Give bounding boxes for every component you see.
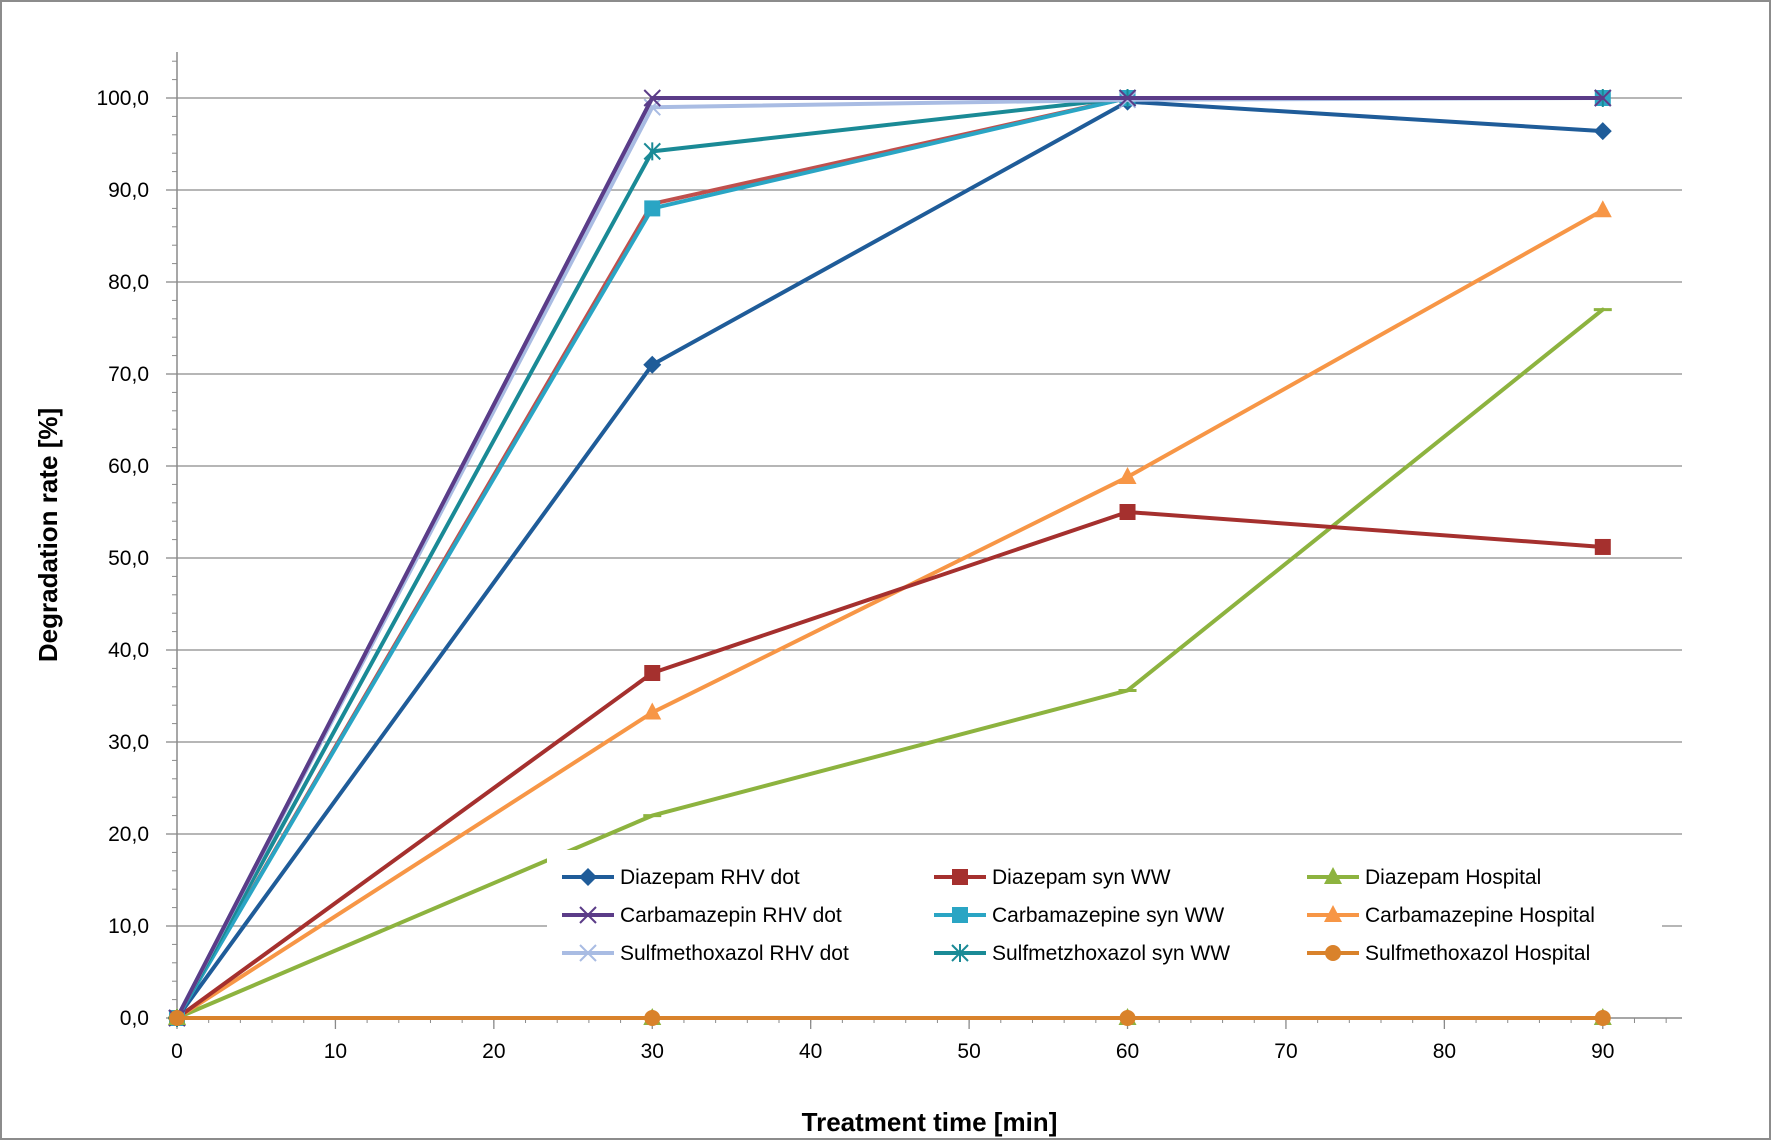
marker-stroke: [643, 89, 661, 107]
legend-label: Carbamazepin RHV dot: [620, 904, 842, 927]
x-tick-label: 30: [641, 1040, 664, 1063]
gridlines: [177, 97, 1682, 927]
data-point: [169, 1010, 185, 1026]
legend-marker: [1324, 905, 1342, 922]
series-line: [175, 96, 1605, 1020]
y-tick-label: 40,0: [108, 639, 149, 662]
legend-marker: [951, 944, 969, 962]
data-point: [643, 142, 661, 161]
legend-label: Sulfmetzhoxazol syn WW: [992, 942, 1230, 965]
x-axis-title: Treatment time [min]: [802, 1107, 1058, 1137]
legend-item: Diazepam RHV dot: [562, 866, 800, 889]
y-tick-label: 80,0: [108, 271, 149, 294]
x-tick-label: 90: [1591, 1040, 1614, 1063]
x-tick-label: 70: [1274, 1040, 1297, 1063]
legend-background: [547, 850, 1662, 982]
legend-item: Carbamazepin RHV dot: [562, 904, 842, 927]
x-tick-label: 40: [799, 1040, 822, 1063]
legend-item: Sulfmethoxazol Hospital: [1307, 942, 1590, 965]
marker-stroke: [1118, 89, 1137, 107]
y-tick-label: 90,0: [108, 179, 149, 202]
data-point: [1594, 1010, 1611, 1026]
legend-label: Diazepam syn WW: [992, 866, 1171, 889]
legend-item: Carbamazepine Hospital: [1307, 904, 1595, 927]
legend-label: Sulfmethoxazol RHV dot: [620, 942, 849, 965]
legend-marker: [1324, 867, 1342, 884]
data-point: [1593, 122, 1612, 141]
legend-marker: [1325, 945, 1341, 961]
legend-label: Carbamazepine Hospital: [1365, 904, 1595, 927]
legend-marker: [579, 868, 597, 886]
legend: Diazepam RHV dot Diazepam syn WW Diazepam …: [547, 850, 1662, 982]
x-tick-label: 50: [957, 1040, 980, 1063]
y-tick-label: 30,0: [108, 731, 149, 754]
legend-marker: [952, 869, 968, 885]
x-tick-label: 80: [1433, 1040, 1456, 1063]
data-point: [644, 200, 661, 217]
series-3: [168, 89, 1612, 1027]
y-tick-label: 10,0: [108, 915, 149, 938]
legend-item: Carbamazepine syn WW: [934, 904, 1224, 927]
y-tick-label: 60,0: [108, 455, 149, 478]
y-tick-label: 100,0: [96, 87, 149, 110]
legend-item: Sulfmethoxazol RHV dot: [562, 942, 849, 965]
series-8: [169, 1010, 1611, 1026]
data-point: [1594, 89, 1612, 107]
series-line: [175, 99, 1605, 1020]
legend-item: Diazepam Hospital: [1307, 866, 1541, 889]
data-point: [1119, 504, 1136, 520]
marker-stroke: [1594, 89, 1612, 107]
y-axis-title: Degradation rate [%]: [33, 408, 63, 662]
data-point: [644, 1010, 661, 1026]
legend-label: Carbamazepine syn WW: [992, 904, 1224, 927]
y-tick-label: 70,0: [108, 363, 149, 386]
y-tick-label: 50,0: [108, 547, 149, 570]
y-tick-label: 0,0: [120, 1007, 149, 1030]
data-point: [643, 355, 662, 374]
x-tick-label: 10: [324, 1040, 347, 1063]
legend-item: Diazepam syn WW: [934, 866, 1171, 889]
legend-marker: [579, 906, 597, 924]
legend-marker: [579, 944, 597, 962]
marker-stroke: [579, 944, 597, 962]
x-tick-label: 0: [171, 1040, 183, 1063]
legend-label: Diazepam Hospital: [1365, 866, 1541, 889]
series-line: [175, 307, 1605, 1020]
series-line: [175, 510, 1605, 1020]
data-point: [643, 702, 662, 720]
marker-stroke: [579, 906, 597, 924]
y-tick-label: 20,0: [108, 823, 149, 846]
data-point: [1594, 538, 1611, 555]
data-point: [1593, 200, 1612, 218]
data-point: [1119, 1010, 1136, 1026]
legend-label: Sulfmethoxazol Hospital: [1365, 942, 1590, 965]
legend-item: Sulfmetzhoxazol syn WW: [934, 942, 1230, 965]
data-point: [1118, 467, 1137, 485]
x-tick-label: 20: [482, 1040, 505, 1063]
legend-marker: [952, 907, 968, 923]
series-line: [175, 208, 1605, 1020]
data-point: [1118, 89, 1137, 107]
legend-label: Diazepam RHV dot: [620, 866, 800, 889]
data-point: [643, 89, 661, 107]
x-tick-label: 60: [1116, 1040, 1139, 1063]
data-point: [644, 665, 661, 681]
